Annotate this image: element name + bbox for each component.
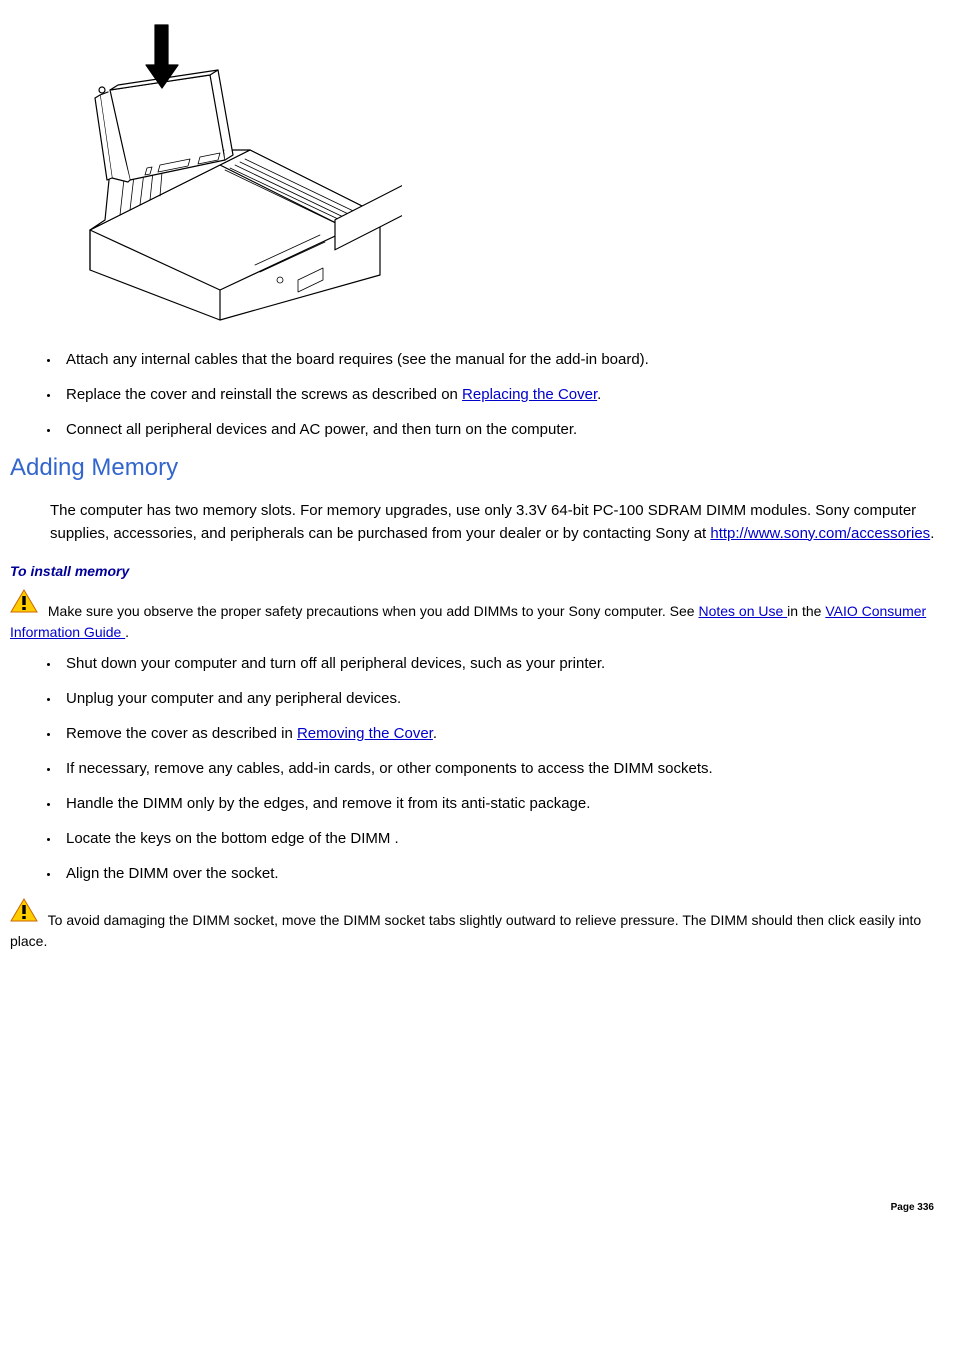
caution1-prefix: Make sure you observe the proper safety … [44,603,698,619]
page-number: Page 336 [10,1202,944,1213]
list-text: Attach any internal cables that the boar… [66,351,649,368]
list-item: If necessary, remove any cables, add-in … [60,758,944,779]
install-memory-subheading: To install memory [10,563,944,579]
list-text: Handle the DIMM only by the edges, and r… [66,795,590,812]
top-bullet-list: Attach any internal cables that the boar… [10,349,944,440]
list-text-suffix: . [597,386,601,403]
list-text-suffix: . [433,725,437,742]
list-text-prefix: Remove the cover as described in [66,725,297,742]
caution-icon [10,898,38,928]
replacing-cover-link[interactable]: Replacing the Cover [462,386,597,403]
list-text: Align the DIMM over the socket. [66,865,279,882]
caution2-text: To avoid damaging the DIMM socket, move … [10,912,921,949]
caution-block-2: To avoid damaging the DIMM socket, move … [10,898,944,952]
list-text-prefix: Replace the cover and reinstall the scre… [66,386,462,403]
list-item: Handle the DIMM only by the edges, and r… [60,793,944,814]
list-item: Connect all peripheral devices and AC po… [60,419,944,440]
list-text: Locate the keys on the bottom edge of th… [66,830,399,847]
list-item: Attach any internal cables that the boar… [60,349,944,370]
pci-install-diagram [50,20,402,325]
list-item: Shut down your computer and turn off all… [60,653,944,674]
sony-accessories-link[interactable]: http://www.sony.com/accessories [710,525,930,542]
caution-block-1: Make sure you observe the proper safety … [10,589,944,643]
para-suffix: . [930,525,934,542]
caution1-mid: in the [787,603,825,619]
list-text: Connect all peripheral devices and AC po… [66,421,577,438]
notes-on-use-link[interactable]: Notes on Use [698,603,787,619]
install-bullet-list: Shut down your computer and turn off all… [10,653,944,884]
caution-icon [10,589,38,619]
list-item: Align the DIMM over the socket. [60,863,944,884]
list-item: Remove the cover as described in Removin… [60,723,944,744]
page-content: Attach any internal cables that the boar… [0,20,954,1213]
list-item: Locate the keys on the bottom edge of th… [60,828,944,849]
memory-paragraph: The computer has two memory slots. For m… [50,500,944,545]
list-item: Replace the cover and reinstall the scre… [60,384,944,405]
list-text: If necessary, remove any cables, add-in … [66,760,713,777]
list-text: Unplug your computer and any peripheral … [66,690,401,707]
removing-cover-link[interactable]: Removing the Cover [297,725,433,742]
list-item: Unplug your computer and any peripheral … [60,688,944,709]
list-text: Shut down your computer and turn off all… [66,655,605,672]
caution1-suffix: . [125,624,129,640]
computer-diagram [50,20,944,329]
adding-memory-heading: Adding Memory [10,454,944,482]
